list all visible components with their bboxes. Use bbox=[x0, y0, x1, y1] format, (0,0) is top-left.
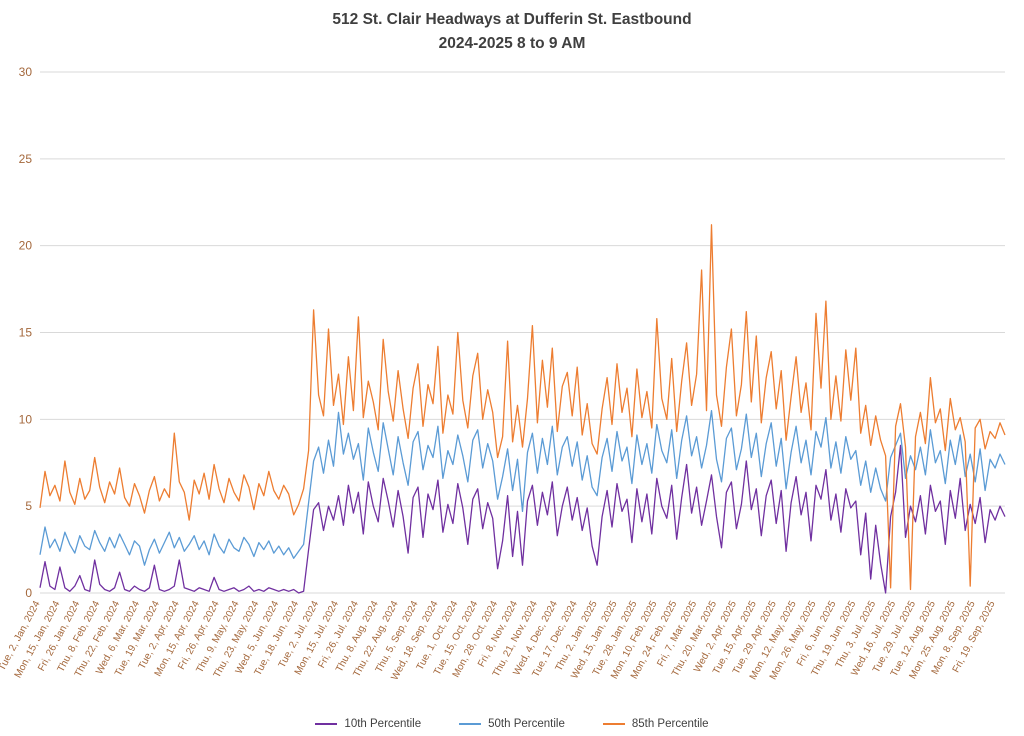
legend-item-10th-percentile: 10th Percentile bbox=[315, 718, 421, 730]
chart-title-line2: 2024-2025 8 to 9 AM bbox=[438, 35, 586, 53]
legend-line-swatch-10th bbox=[315, 723, 338, 725]
chart-legend: 10th Percentile 50th Percentile 85th Per… bbox=[0, 718, 1024, 730]
legend-label-85th: 85th Percentile bbox=[631, 718, 709, 730]
legend-line-swatch-50th bbox=[459, 723, 482, 725]
chart-title: 512 St. Clair Headways at Dufferin St. E… bbox=[0, 8, 1024, 56]
y-tick-label: 0 bbox=[25, 586, 32, 600]
series-line-50th-percentile bbox=[39, 409, 1006, 566]
y-tick-label: 10 bbox=[19, 412, 33, 426]
y-tick-label: 25 bbox=[19, 152, 33, 166]
series-line-10th-percentile bbox=[39, 444, 1006, 594]
y-tick-label: 5 bbox=[25, 499, 32, 513]
y-tick-label: 30 bbox=[19, 65, 33, 79]
y-tick-label: 15 bbox=[19, 326, 33, 340]
legend-line-swatch-85th bbox=[602, 723, 625, 725]
legend-label-10th: 10th Percentile bbox=[344, 718, 422, 730]
legend-item-50th-percentile: 50th Percentile bbox=[459, 718, 565, 730]
legend-label-50th: 50th Percentile bbox=[488, 718, 565, 730]
y-tick-label: 20 bbox=[19, 239, 33, 253]
chart-title-line1: 512 St. Clair Headways at Dufferin St. E… bbox=[332, 11, 692, 28]
legend-item-85th-percentile: 85th Percentile bbox=[602, 718, 709, 730]
series-line-85th-percentile bbox=[39, 224, 1006, 591]
